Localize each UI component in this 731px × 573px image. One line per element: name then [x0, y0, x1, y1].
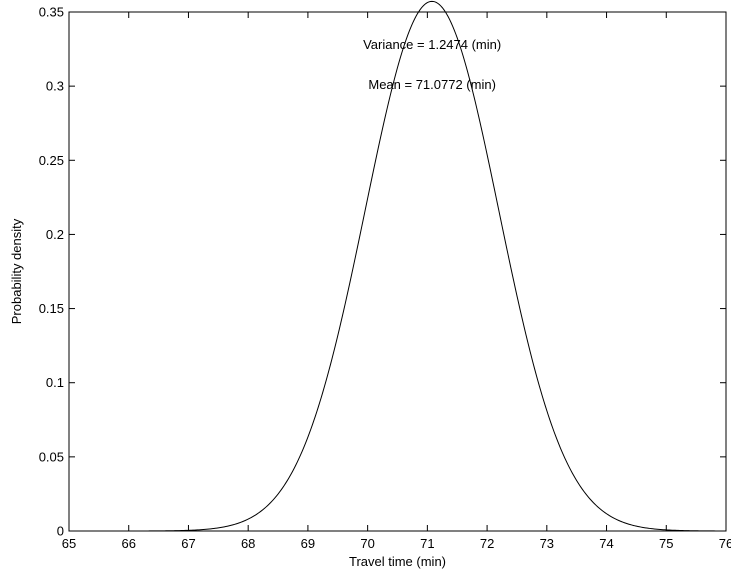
y-tick-label-0.35: 0.35 — [39, 5, 64, 20]
x-tick-label-74: 74 — [599, 536, 613, 551]
plot-area — [69, 12, 726, 531]
x-tick-label-69: 69 — [301, 536, 315, 551]
ticks-layer: 65 66 67 68 69 70 71 72 73 74 75 76 0 0.05 0.1 0.15 0.2 0… — [39, 5, 731, 552]
y-axis-label: Probability density — [9, 218, 24, 324]
x-tick-label-75: 75 — [659, 536, 673, 551]
x-tick-label-73: 73 — [540, 536, 554, 551]
x-tick-label-66: 66 — [121, 536, 135, 551]
variance-annotation: Variance = 1.2474 (min) — [363, 37, 501, 52]
x-tick-label-72: 72 — [480, 536, 494, 551]
x-tick-label-76: 76 — [719, 536, 731, 551]
y-tick-label-0.1: 0.1 — [46, 375, 64, 390]
x-tick-label-71: 71 — [420, 536, 434, 551]
x-axis-label: Travel time (min) — [349, 554, 446, 569]
y-tick-label-0.05: 0.05 — [39, 449, 64, 464]
y-tick-label-0: 0 — [57, 524, 64, 539]
x-tick-label-68: 68 — [241, 536, 255, 551]
y-tick-label-0.2: 0.2 — [46, 227, 64, 242]
mean-annotation: Mean = 71.0772 (min) — [368, 77, 496, 92]
x-tick-label-70: 70 — [360, 536, 374, 551]
y-tick-label-0.15: 0.15 — [39, 301, 64, 316]
x-tick-label-65: 65 — [62, 536, 76, 551]
x-tick-label-67: 67 — [181, 536, 195, 551]
plot-frame — [68, 11, 727, 532]
y-tick-label-0.25: 0.25 — [39, 153, 64, 168]
y-tick-label-0.3: 0.3 — [46, 79, 64, 94]
